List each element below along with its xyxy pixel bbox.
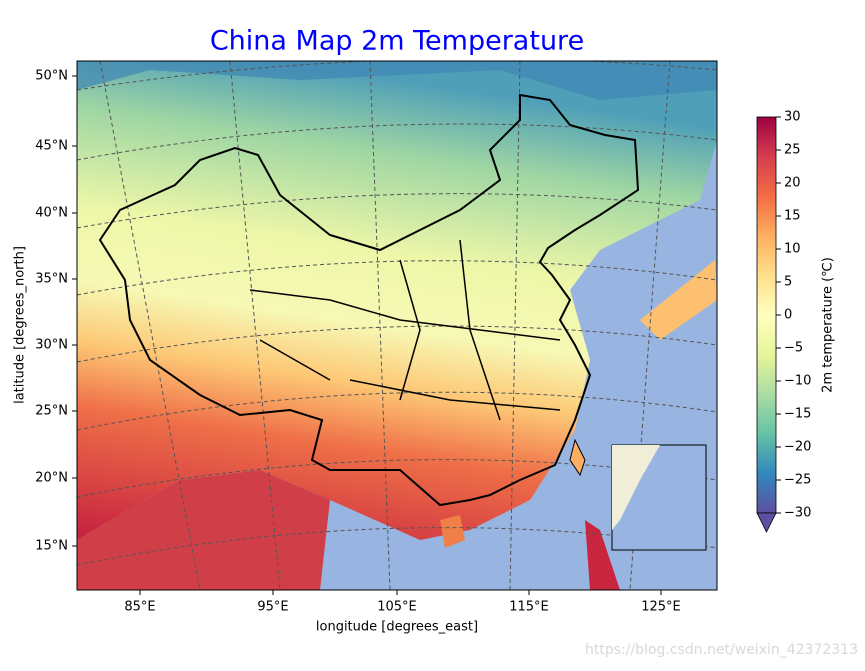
hainan bbox=[440, 515, 465, 548]
x-axis-label: longitude [degrees_east] bbox=[316, 620, 478, 635]
inset-land bbox=[612, 445, 660, 530]
x-tick-label: 95°E bbox=[257, 600, 288, 615]
y-tick-label: 50°N bbox=[35, 69, 68, 84]
x-tick-label: 115°E bbox=[509, 600, 549, 615]
y-tick-label: 25°N bbox=[35, 404, 68, 419]
colorbar-tick-label: 15 bbox=[784, 209, 801, 224]
taiwan bbox=[569, 438, 586, 477]
colorbar bbox=[756, 116, 777, 514]
colorbar-tick-label: 0 bbox=[784, 308, 792, 323]
colorbar-label: 2m temperature (℃) bbox=[821, 257, 836, 393]
y-axis-label: latitude [degrees_north] bbox=[13, 246, 28, 404]
colorbar-tick-label: −15 bbox=[784, 407, 811, 422]
x-tick-label: 105°E bbox=[377, 600, 417, 615]
map-title: China Map 2m Temperature bbox=[210, 26, 584, 57]
colorbar-tick-label: 20 bbox=[784, 176, 801, 191]
y-tick-label: 30°N bbox=[35, 338, 68, 353]
land bbox=[77, 61, 717, 540]
y-tick-label: 15°N bbox=[35, 539, 68, 554]
x-tick-label: 125°E bbox=[641, 600, 681, 615]
colorbar-tick-label: −20 bbox=[784, 440, 811, 455]
china-border bbox=[98, 93, 640, 507]
colorbar-tick-label: 5 bbox=[784, 275, 792, 290]
colorbar-tick-label: −25 bbox=[784, 473, 811, 488]
y-tick-label: 40°N bbox=[35, 206, 68, 221]
colorbar-tick-label: −5 bbox=[784, 341, 803, 356]
japan bbox=[640, 260, 717, 340]
colorbar-tick-label: 25 bbox=[784, 143, 801, 158]
colorbar-extend bbox=[756, 512, 777, 533]
colorbar-tick-label: 30 bbox=[784, 110, 801, 125]
south-asia bbox=[77, 470, 330, 590]
province-borders bbox=[249, 239, 561, 421]
watermark: https://blog.csdn.net/weixin_42372313 bbox=[585, 642, 858, 658]
colorbar-tick-label: −10 bbox=[784, 374, 811, 389]
y-tick-label: 20°N bbox=[35, 471, 68, 486]
philippines bbox=[585, 520, 620, 590]
colorbar-tick-label: 10 bbox=[784, 242, 801, 257]
x-tick-label: 85°E bbox=[124, 600, 155, 615]
y-tick-label: 35°N bbox=[35, 272, 68, 287]
colorbar-tick-label: −30 bbox=[784, 506, 811, 521]
map-area bbox=[77, 61, 717, 590]
north-cold bbox=[77, 61, 717, 100]
y-tick-label: 45°N bbox=[35, 139, 68, 154]
